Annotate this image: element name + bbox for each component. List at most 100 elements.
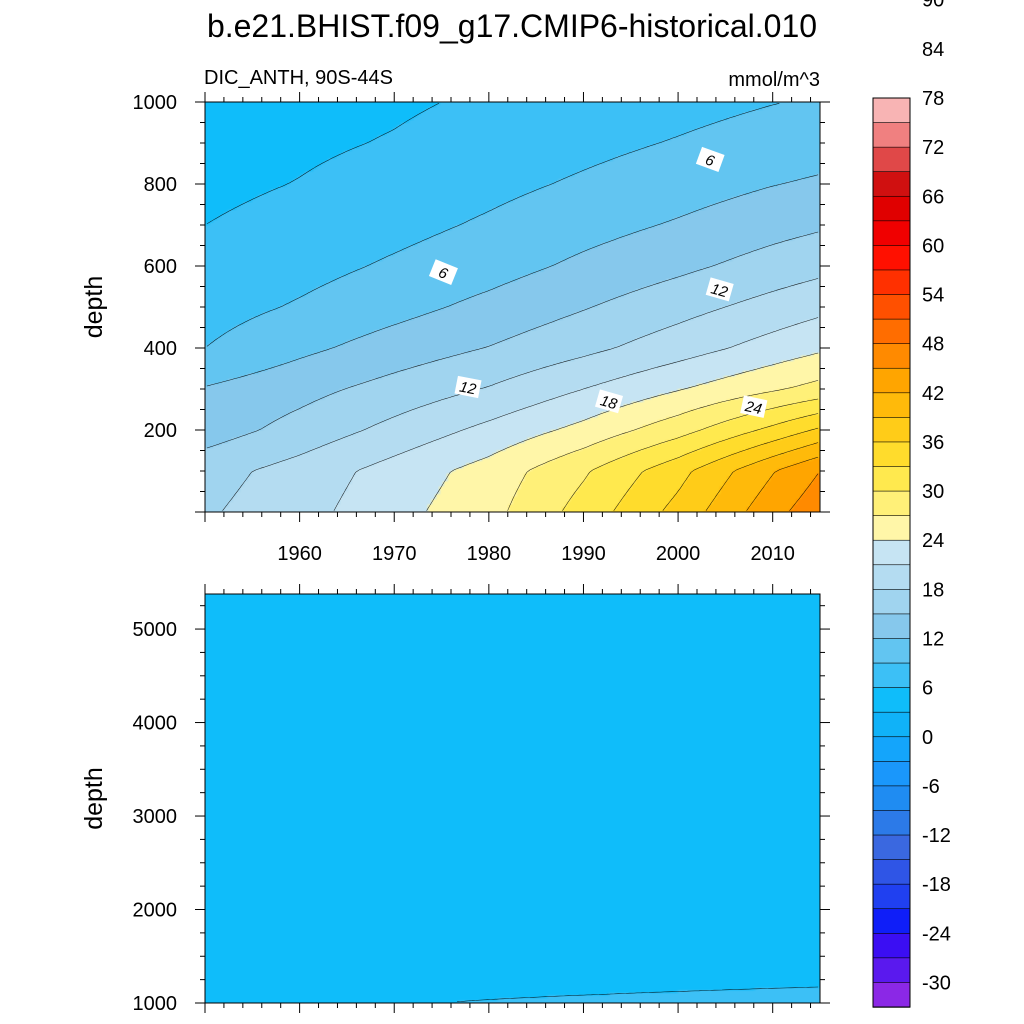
bottom-y-tick-label: 2000 bbox=[133, 900, 178, 922]
colorbar-tick-label: -30 bbox=[922, 972, 951, 994]
colorbar-swatch bbox=[872, 908, 911, 934]
colorbar-swatch bbox=[872, 662, 911, 689]
colorbar-tick-label: -12 bbox=[922, 825, 951, 847]
top-contour-line bbox=[613, 413, 819, 511]
colorbar-swatch bbox=[872, 932, 911, 959]
top-contour-line bbox=[426, 352, 819, 511]
colorbar: 908478726660544842363024181260-6-12-18-2… bbox=[872, 0, 951, 1008]
lower-depth-panel: 1000 2000 3000 4000 5000 depth bbox=[80, 584, 830, 1015]
colorbar-tick-label: 24 bbox=[922, 530, 944, 552]
top-contour-label-text: 12 bbox=[458, 378, 478, 398]
top-contour-label-box bbox=[740, 395, 768, 418]
figure-title: b.e21.BHIST.f09_g17.CMIP6-historical.010 bbox=[207, 8, 817, 44]
colorbar-swatch bbox=[872, 171, 911, 197]
bottom-y-axis-label: depth bbox=[80, 767, 108, 830]
colorbar-swatch bbox=[872, 515, 911, 541]
top-contour-line bbox=[562, 398, 819, 511]
top-contour-label-text: 18 bbox=[598, 392, 619, 413]
bottom-field-fill bbox=[205, 594, 820, 1003]
top-contour-label-box bbox=[594, 389, 624, 414]
colorbar-tick-label: 48 bbox=[922, 334, 944, 356]
colorbar-tick-label: 12 bbox=[922, 629, 944, 651]
colorbar-swatch bbox=[872, 785, 911, 812]
colorbar-swatch bbox=[872, 638, 911, 664]
bottom-contour-line bbox=[457, 986, 819, 1002]
colorbar-swatch bbox=[872, 711, 911, 738]
top-x-tick-label: 2000 bbox=[656, 543, 701, 565]
colorbar-swatch bbox=[872, 539, 911, 566]
bottom-y-tick-label: 1000 bbox=[133, 993, 178, 1015]
colorbar-swatch bbox=[872, 294, 911, 320]
colorbar-tick-label: 90 bbox=[922, 0, 944, 12]
colorbar-tick-label: 78 bbox=[922, 88, 944, 110]
colorbar-tick-label: 36 bbox=[922, 432, 944, 454]
colorbar-swatch bbox=[872, 982, 911, 1008]
top-y-tick-label: 400 bbox=[144, 338, 177, 360]
top-contour-line bbox=[507, 380, 819, 511]
top-contour-label-box bbox=[428, 259, 458, 285]
top-x-tick-label: 2010 bbox=[750, 543, 795, 565]
colorbar-swatch bbox=[872, 810, 911, 836]
bottom-y-tick-label: 5000 bbox=[133, 619, 178, 641]
colorbar-swatch bbox=[872, 957, 911, 984]
top-contour-line bbox=[746, 456, 819, 511]
colorbar-swatch bbox=[872, 269, 911, 296]
colorbar-swatch bbox=[872, 883, 911, 910]
top-contour-label-box bbox=[705, 277, 734, 302]
colorbar-swatch bbox=[872, 613, 911, 640]
bottom-plot-frame bbox=[204, 593, 821, 1004]
colorbar-swatch bbox=[872, 490, 911, 517]
colorbar-swatch bbox=[872, 122, 911, 148]
top-contour-label-text: 12 bbox=[709, 280, 730, 301]
top-x-tick-label: 1980 bbox=[467, 543, 512, 565]
colorbar-tick-label: 60 bbox=[922, 235, 944, 257]
bottom-y-tick-label: 4000 bbox=[133, 713, 178, 735]
colorbar-swatch bbox=[872, 146, 911, 173]
colorbar-tick-label: 54 bbox=[922, 285, 944, 307]
top-contour-label: 12 bbox=[705, 277, 734, 302]
colorbar-frame bbox=[872, 97, 911, 1008]
top-y-tick-label: 600 bbox=[144, 256, 177, 278]
colorbar-swatch bbox=[872, 834, 911, 861]
colorbar-swatch bbox=[872, 367, 911, 394]
colorbar-tick-label: -18 bbox=[922, 874, 951, 896]
colorbar-tick-label: -24 bbox=[922, 923, 951, 945]
colorbar-tick-label: 18 bbox=[922, 579, 944, 601]
top-contour-line bbox=[789, 473, 819, 511]
colorbar-swatch bbox=[872, 220, 911, 247]
top-x-tick-label: 1970 bbox=[372, 543, 417, 565]
colorbar-swatch bbox=[872, 245, 911, 271]
colorbar-tick-label: 72 bbox=[922, 137, 944, 159]
variable-label: DIC_ANTH, 90S-44S bbox=[204, 67, 393, 89]
top-contour-line bbox=[206, 174, 819, 387]
top-contour-label-text: 24 bbox=[743, 398, 764, 418]
top-contour-label-box bbox=[695, 146, 725, 172]
colorbar-swatch bbox=[872, 589, 911, 615]
top-contour-label-box bbox=[454, 375, 482, 399]
colorbar-tick-label: -6 bbox=[922, 776, 940, 798]
top-contour-line bbox=[206, 231, 819, 449]
top-contour-line bbox=[206, 103, 780, 347]
top-x-tick-label: 1990 bbox=[561, 543, 606, 565]
top-contour-line bbox=[333, 317, 819, 511]
top-y-tick-label: 200 bbox=[144, 420, 177, 442]
colorbar-swatch bbox=[872, 97, 911, 124]
colorbar-swatch bbox=[872, 392, 911, 419]
units-label: mmol/m^3 bbox=[728, 69, 820, 91]
top-field-fill bbox=[205, 102, 820, 512]
top-y-tick-label: 800 bbox=[144, 174, 177, 196]
top-y-tick-label: 1000 bbox=[133, 92, 178, 114]
colorbar-tick-label: 66 bbox=[922, 186, 944, 208]
top-contour-line bbox=[222, 278, 819, 511]
colorbar-tick-label: 30 bbox=[922, 481, 944, 503]
top-contour-line bbox=[206, 103, 440, 225]
colorbar-swatch bbox=[872, 564, 911, 591]
colorbar-tick-label: 42 bbox=[922, 383, 944, 405]
colorbar-swatch bbox=[872, 859, 911, 885]
top-contour-label: 24 bbox=[740, 395, 768, 418]
colorbar-swatch bbox=[872, 441, 911, 468]
top-contour-label: 6 bbox=[695, 146, 725, 172]
top-contour-line bbox=[662, 427, 819, 511]
colorbar-swatch bbox=[872, 318, 911, 345]
